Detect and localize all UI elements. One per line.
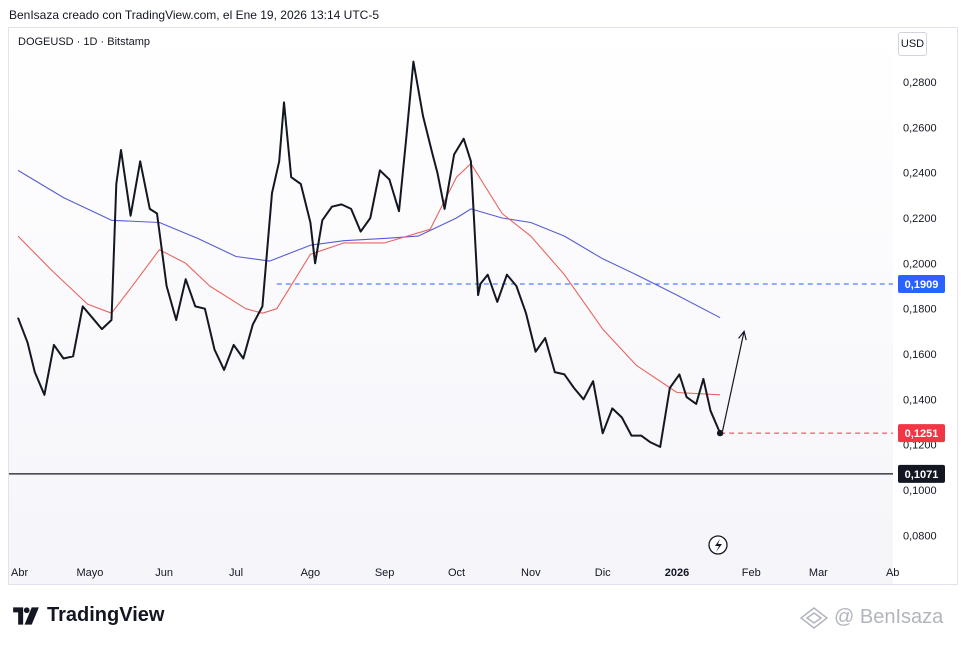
y-tick-label: 0,1200 xyxy=(903,440,937,452)
y-tick-label: 0,1600 xyxy=(903,349,937,361)
lightning-icon[interactable] xyxy=(708,535,728,555)
x-tick-label: Oct xyxy=(448,567,465,579)
price-line xyxy=(17,60,722,448)
support-price-label-bg xyxy=(898,464,945,483)
x-tick-label: 2026 xyxy=(665,567,689,579)
x-tick-label: Mayo xyxy=(76,567,103,579)
y-tick-label: 0,1800 xyxy=(903,304,937,316)
y-tick-label: 0,2000 xyxy=(903,258,937,270)
x-tick-label: Jul xyxy=(229,567,243,579)
trend-arrow[interactable] xyxy=(721,331,745,432)
y-tick-label: 0,2800 xyxy=(903,77,937,89)
ma_fast-line xyxy=(17,163,721,396)
symbol-title: DOGEUSD · 1D · Bitstamp xyxy=(18,36,151,48)
x-tick-label: Mar xyxy=(809,567,828,579)
x-tick-label: Ab xyxy=(886,567,899,579)
y-tick-label: 0,2600 xyxy=(903,122,937,134)
y-tick-label: 0,1400 xyxy=(903,394,937,406)
x-tick-label: Nov xyxy=(521,567,541,579)
y-tick-label: 0,1000 xyxy=(903,485,937,497)
current-price-label: 0,1251 xyxy=(905,428,939,440)
y-tick-label: 0,2400 xyxy=(903,168,937,180)
current-price-label-bg xyxy=(898,424,945,443)
x-tick-label: Dic xyxy=(595,567,611,579)
author-watermark: @ BenIsaza xyxy=(800,606,943,629)
tradingview-mark-icon xyxy=(13,606,39,625)
watermark-logo-icon xyxy=(800,606,828,629)
ma_slow-line xyxy=(17,169,721,319)
x-tick-label: Feb xyxy=(742,567,761,579)
watermark-text: @ BenIsaza xyxy=(834,606,944,628)
x-tick-label: Jun xyxy=(155,567,173,579)
x-tick-label: Abr xyxy=(11,567,28,579)
resistance-price-label: 0,1909 xyxy=(905,279,939,291)
y-tick-label: 0,2200 xyxy=(903,213,937,225)
chart-caption: BenIsaza creado con TradingView.com, el … xyxy=(9,8,380,22)
tradingview-logo[interactable]: TradingView xyxy=(11,604,164,627)
x-tick-label: Ago xyxy=(301,567,321,579)
brand-name: TradingView xyxy=(47,604,165,626)
plot-area[interactable] xyxy=(9,28,893,584)
x-tick-label: Sep xyxy=(375,567,395,579)
last-price-dot xyxy=(716,429,724,437)
trend-arrow-head xyxy=(738,329,747,341)
support-price-label: 0,1071 xyxy=(905,469,939,481)
resistance-price-label-bg xyxy=(898,274,945,293)
y-tick-label: 0,0800 xyxy=(903,530,937,542)
currency-button[interactable]: USD xyxy=(898,32,927,56)
